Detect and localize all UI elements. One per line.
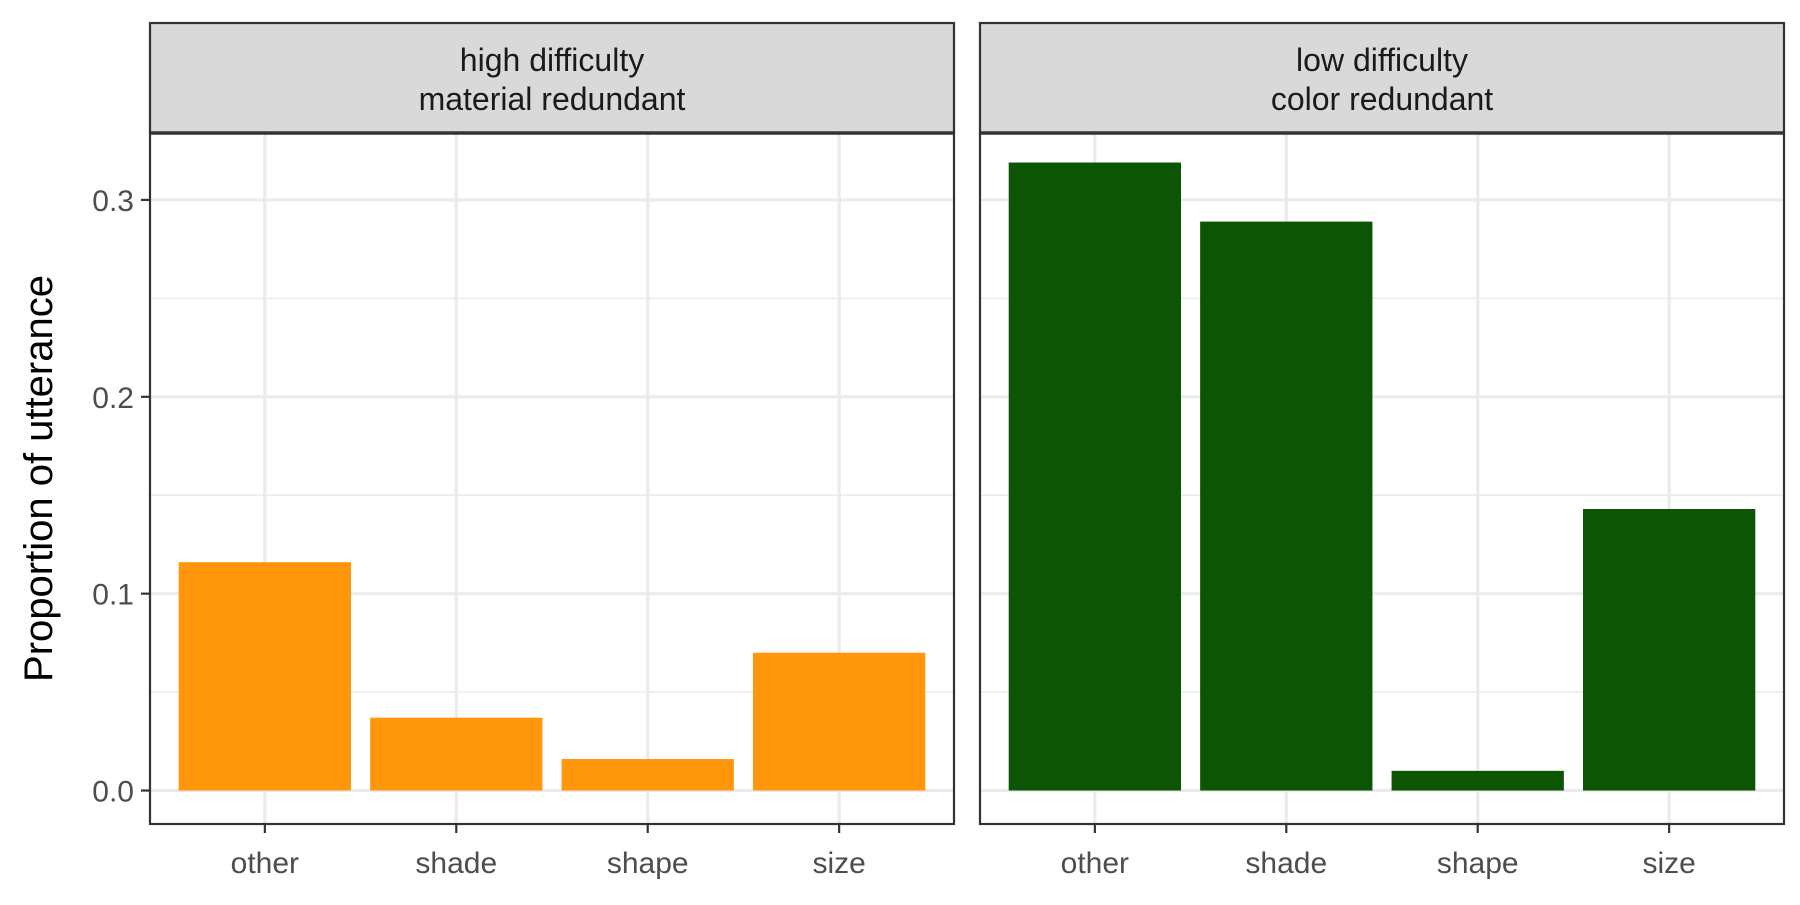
x-tick-label: other	[1061, 847, 1129, 880]
y-tick-label: 0.3	[92, 185, 134, 218]
facet-strip-label: high difficulty	[460, 42, 644, 78]
y-tick-label: 0.2	[92, 382, 134, 415]
bar-shape	[561, 759, 734, 791]
bar-other	[1008, 162, 1181, 791]
facet-strip-label: color redundant	[1271, 81, 1493, 117]
bar-shade	[1200, 221, 1373, 791]
bar-other	[178, 562, 351, 791]
x-tick-label: shape	[607, 847, 689, 880]
x-tick-label: shape	[1437, 847, 1519, 880]
facet-strip-label: low difficulty	[1296, 42, 1468, 78]
y-tick-label: 0.1	[92, 579, 134, 612]
facet-strip-label: material redundant	[419, 81, 686, 117]
bar-size	[1583, 509, 1756, 791]
y-axis-title: Proportion of utterance	[17, 275, 61, 682]
x-tick-label: shade	[415, 847, 497, 880]
x-tick-label: size	[812, 847, 865, 880]
bar-shade	[370, 717, 543, 791]
x-tick-label: size	[1642, 847, 1695, 880]
x-tick-label: shade	[1245, 847, 1327, 880]
x-tick-label: other	[231, 847, 299, 880]
bar-shape	[1391, 770, 1564, 791]
facet-strip	[978, 21, 1786, 135]
bar-size	[753, 652, 926, 791]
y-tick-label: 0.0	[92, 776, 134, 809]
facet-strip	[148, 21, 956, 135]
